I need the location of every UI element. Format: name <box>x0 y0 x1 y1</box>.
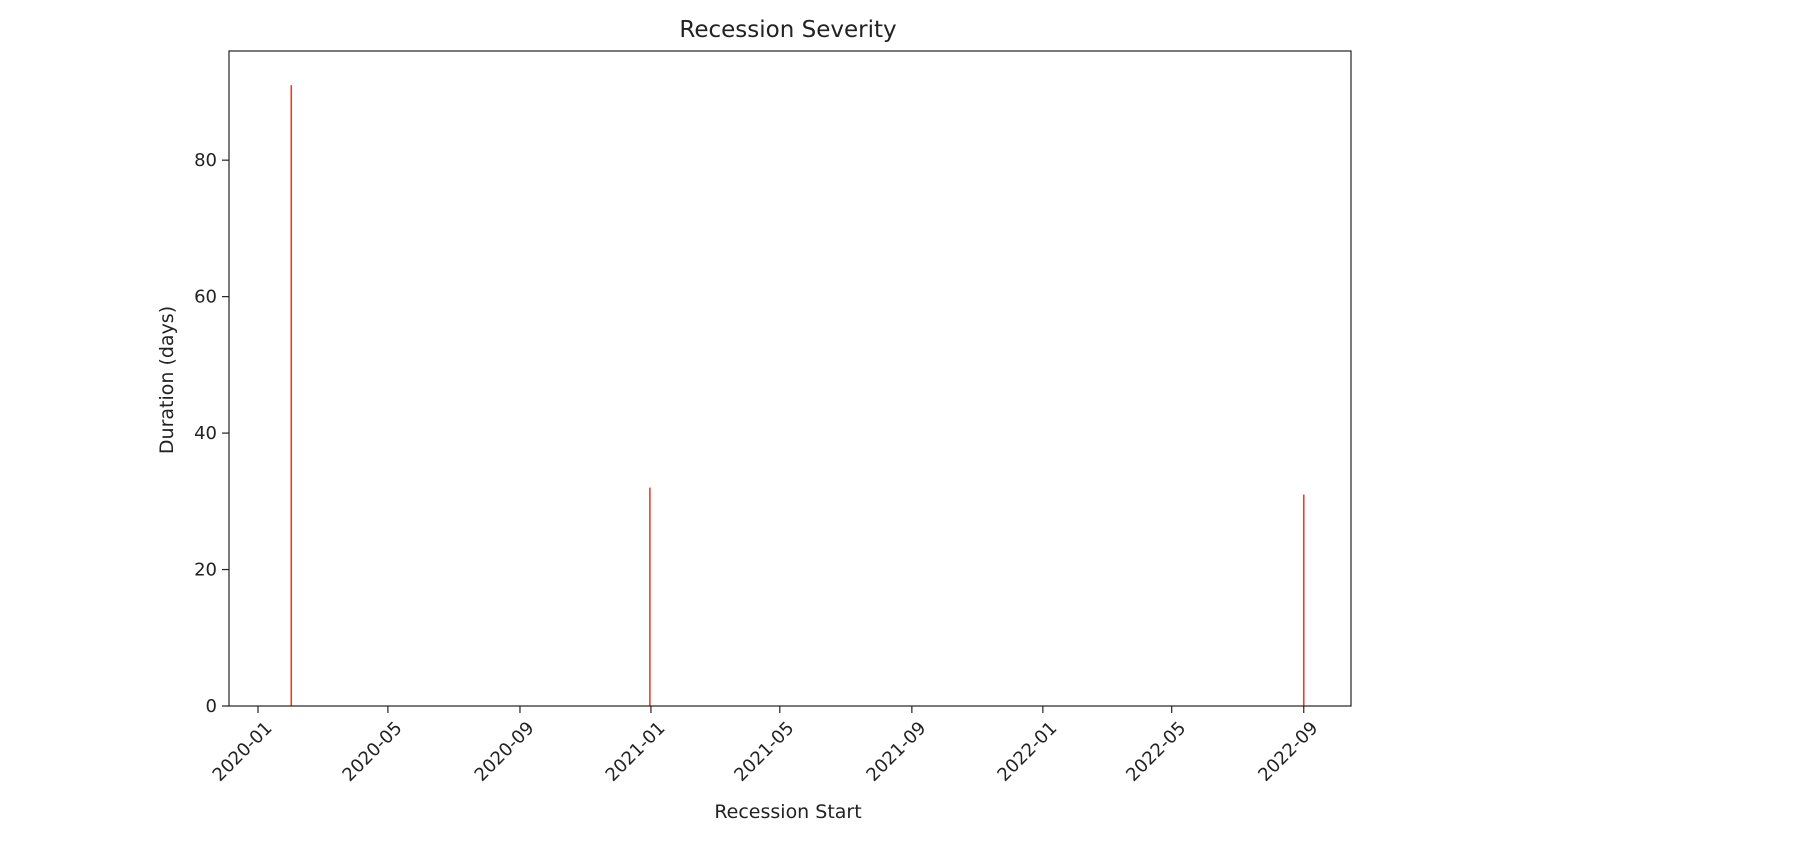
chart-title: Recession Severity <box>679 17 896 43</box>
y-tick-label-80: 80 <box>194 150 217 171</box>
x-tick-label-2020-05: 2020-05 <box>338 718 406 786</box>
x-tick-label-2020-01: 2020-01 <box>209 718 277 786</box>
x-tick-label-2020-09: 2020-09 <box>471 718 539 786</box>
x-axis-label: Recession Start <box>714 801 861 823</box>
y-tick-label-0: 0 <box>206 696 217 717</box>
x-tick-label-2022-09: 2022-09 <box>1254 718 1322 786</box>
x-tick-label-2021-05: 2021-05 <box>730 718 798 786</box>
bars-layer <box>290 85 1305 706</box>
x-tick-label-2021-01: 2021-01 <box>602 718 670 786</box>
x-tick-label-2022-01: 2022-01 <box>993 718 1061 786</box>
y-tick-label-40: 40 <box>194 423 217 444</box>
x-tick-label-2021-09: 2021-09 <box>862 718 930 786</box>
plot-frame <box>228 50 1352 707</box>
y-tick-label-20: 20 <box>194 560 217 581</box>
axes-layer: 0 20 40 60 80 2020-01 2020-05 2020-09 2021-01 202… <box>194 50 1352 786</box>
y-axis-label: Duration (days) <box>156 306 178 454</box>
x-tick-label-2022-05: 2022-05 <box>1122 718 1190 786</box>
y-tick-label-60: 60 <box>194 287 217 308</box>
